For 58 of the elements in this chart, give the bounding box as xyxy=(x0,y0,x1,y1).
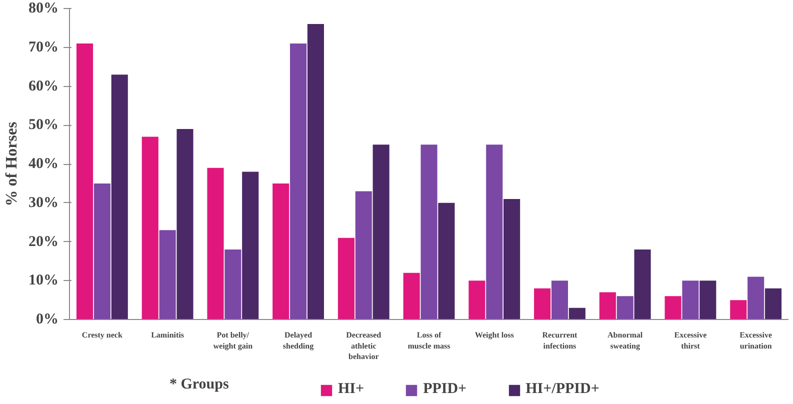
bar xyxy=(338,238,354,320)
bar xyxy=(159,230,176,320)
bar xyxy=(176,129,194,320)
bar xyxy=(272,183,290,320)
bar xyxy=(634,250,651,320)
bar xyxy=(700,280,716,320)
bar xyxy=(568,308,586,320)
bar xyxy=(664,296,682,320)
bar xyxy=(142,136,158,320)
bar xyxy=(616,296,634,320)
legend-label: PPID+ xyxy=(423,381,467,398)
bar xyxy=(486,144,503,320)
y-tick-label: 50% xyxy=(28,117,58,134)
bar xyxy=(307,24,324,320)
x-tick-label: Pot belly/ weight gain xyxy=(213,330,254,350)
x-tick-label: Laminitis xyxy=(151,330,184,340)
bar xyxy=(551,280,568,320)
bar xyxy=(403,272,420,320)
x-tick-label: Loss of muscle mass xyxy=(408,330,450,350)
bar xyxy=(111,74,128,320)
bar xyxy=(504,198,520,320)
bar xyxy=(468,280,486,320)
bar xyxy=(76,43,94,320)
bar xyxy=(534,288,551,320)
x-tick-label: Decreased athletic behavior xyxy=(346,330,382,362)
legend-label: HI+/PPID+ xyxy=(526,381,600,398)
x-tick-label: Recurrent infections xyxy=(542,330,578,350)
y-tick-label: 60% xyxy=(28,78,58,94)
y-tick-label: 20% xyxy=(28,234,58,250)
bar xyxy=(438,202,455,320)
y-tick-label: 40% xyxy=(28,156,58,172)
x-tick-label: Excessive thirst xyxy=(674,330,708,350)
bar xyxy=(372,144,390,320)
bar xyxy=(420,144,438,320)
bar xyxy=(207,168,224,320)
bar xyxy=(748,276,764,320)
x-tick-label: Abnormal sweating xyxy=(608,330,644,350)
legend-title: * Groups xyxy=(170,376,229,392)
y-axis-title: % of Horses xyxy=(4,122,20,206)
y-tick-label: 10% xyxy=(28,272,58,289)
y-tick-label: 80% xyxy=(28,0,58,16)
legend-label: HI+ xyxy=(338,381,364,398)
bar xyxy=(224,250,242,320)
bar xyxy=(242,172,259,320)
y-tick-label: 30% xyxy=(28,194,58,211)
bar xyxy=(682,280,699,320)
y-tick-label: 0% xyxy=(36,312,58,328)
bar xyxy=(730,300,747,320)
x-tick-label: Weight loss xyxy=(474,330,514,340)
bar xyxy=(764,288,782,320)
y-tick-label: 70% xyxy=(28,39,58,56)
x-tick-label: Excessive urination xyxy=(740,330,772,350)
bar xyxy=(599,292,616,320)
bar xyxy=(290,43,307,320)
bar xyxy=(94,183,110,320)
bar xyxy=(355,191,372,320)
x-tick-label: Delayed shedding xyxy=(282,330,314,350)
x-tick-label: Cresty neck xyxy=(82,330,123,340)
